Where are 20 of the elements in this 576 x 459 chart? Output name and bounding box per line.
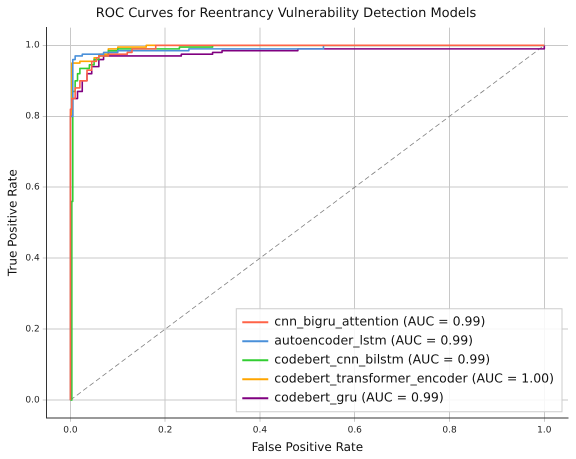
x-tick-label: 0.4 [252,426,268,436]
legend-label: cnn_bigru_attention (AUC = 0.99) [274,314,486,329]
x-tick-label: 0.0 [63,426,78,436]
legend-label: codebert_transformer_encoder (AUC = 1.00) [274,370,554,386]
legend-label: codebert_gru (AUC = 0.99) [274,390,444,405]
x-axis-title: False Positive Rate [252,440,364,454]
x-tick-label: 0.2 [158,426,172,436]
legend-label: codebert_cnn_bilstm (AUC = 0.99) [274,352,490,367]
y-tick-label: 0.4 [25,254,40,264]
y-tick-label: 0.0 [25,395,40,406]
y-axis-title: True Positive Rate [5,169,20,278]
chart-title: ROC Curves for Reentrancy Vulnerability Detection Models [96,6,476,22]
x-tick-label: 0.6 [348,426,362,436]
legend-label: autoencoder_lstm (AUC = 0.99) [274,332,474,348]
y-tick-label: 0.8 [25,112,40,122]
y-tick-label: 1.0 [25,40,40,51]
x-tick-label: 0.8 [442,426,457,436]
y-tick-label: 0.2 [25,324,40,334]
y-tick-label: 0.6 [25,182,40,193]
x-tick-label: 1.0 [537,426,552,436]
